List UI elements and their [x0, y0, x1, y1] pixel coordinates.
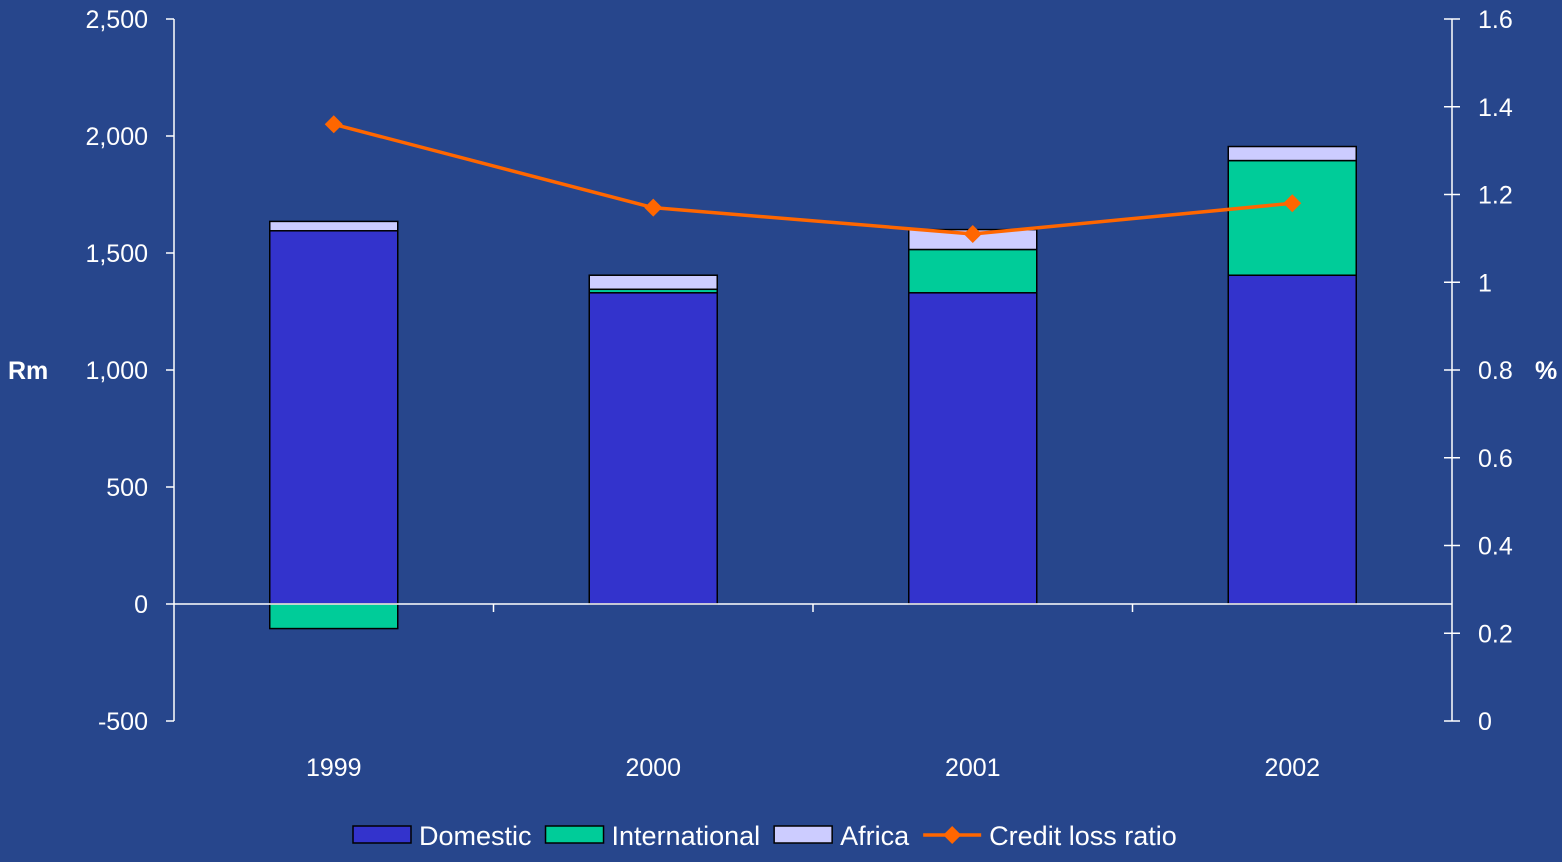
y-tick-label: 2,500 [85, 6, 148, 34]
legend-label: International [612, 821, 761, 851]
legend-swatch [352, 825, 412, 844]
bar-africa-2000 [588, 274, 718, 291]
legend: Domestic International Africa Credit loss r… [352, 821, 1177, 851]
legend-label: Africa [840, 821, 910, 851]
y2-tick-label: 0.6 [1478, 445, 1513, 473]
legend-swatch [544, 825, 605, 844]
legend-item-domestic: Domestic [352, 821, 532, 851]
y2-tick-label: 1.6 [1478, 6, 1513, 34]
bar-international-2002 [1227, 159, 1357, 276]
y-axis-label: Rm [8, 357, 48, 385]
x-tick-label: 1999 [306, 754, 362, 782]
bar-africa-1999 [269, 220, 399, 232]
y2-tick-label: 0.8 [1478, 357, 1513, 385]
y2-tick-label: 0.4 [1478, 533, 1513, 561]
y2-tick-label: 0 [1478, 708, 1492, 736]
bar-africa-2002 [1227, 145, 1357, 162]
point-credit-loss-ratio-2000 [644, 198, 663, 217]
bars-layer [269, 145, 1357, 630]
x-tick-label: 2002 [1264, 754, 1320, 782]
x-tick-label: 2000 [625, 754, 681, 782]
y2-tick-label: 1 [1478, 269, 1492, 297]
legend-swatch [773, 825, 833, 844]
series-line-credit-loss-ratio [333, 122, 1293, 236]
point-credit-loss-ratio-1999 [324, 115, 343, 134]
axes-layer: -500 0 500 1,000 1,500 2,000 2,500 Rm 1999 2000 20… [8, 6, 1557, 782]
y2-tick-label: 1.4 [1478, 94, 1513, 122]
point-credit-loss-ratio-2001 [963, 224, 982, 243]
legend-item-international: International [544, 821, 761, 851]
x-tick-label: 2001 [945, 754, 1001, 782]
legend-label: Credit loss ratio [989, 821, 1177, 851]
bar-international-1999 [269, 603, 399, 630]
y-tick-label: 1,000 [85, 357, 148, 385]
legend-marker [943, 826, 962, 844]
bar-domestic-2001 [908, 292, 1038, 605]
legend-item-africa: Africa [773, 821, 910, 851]
bar-domestic-2002 [1227, 274, 1357, 605]
y2-tick-label: 1.2 [1478, 182, 1513, 210]
line-layer [324, 115, 1302, 243]
y2-tick-label: 0.2 [1478, 620, 1513, 648]
y-tick-label: 2,000 [85, 123, 148, 151]
legend-item-credit-loss-ratio: Credit loss ratio [923, 821, 1177, 851]
legend-label: Domestic [419, 821, 532, 851]
y2-axis-label: % [1535, 357, 1557, 385]
y-tick-label: 0 [134, 591, 148, 619]
y-tick-label: 1,500 [85, 240, 148, 268]
bar-domestic-2000 [588, 292, 718, 605]
bar-international-2001 [908, 248, 1038, 294]
point-credit-loss-ratio-2002 [1283, 194, 1302, 213]
bar-domestic-1999 [269, 230, 399, 605]
y-tick-label: 500 [106, 474, 148, 502]
y-tick-label: -500 [98, 708, 148, 736]
